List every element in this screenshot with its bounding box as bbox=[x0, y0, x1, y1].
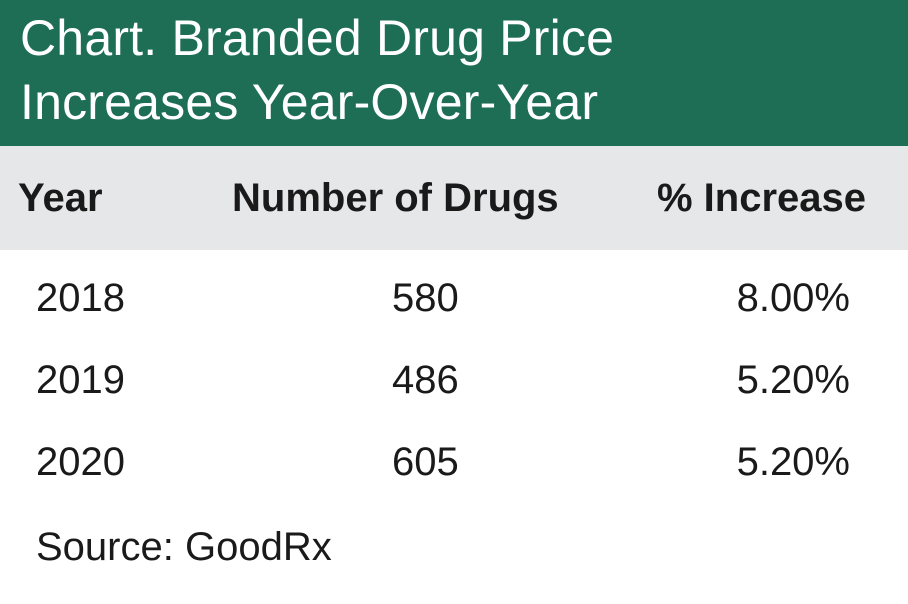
cell-number-of-drugs: 580 bbox=[392, 276, 459, 320]
cell-number-of-drugs: 486 bbox=[392, 358, 459, 402]
cell-year: 2018 bbox=[36, 276, 125, 320]
column-header-percent-increase: % Increase bbox=[656, 176, 866, 220]
table-row: 2019 486 5.20% bbox=[0, 339, 908, 421]
table-row: 2018 580 8.00% bbox=[0, 257, 908, 339]
table-row: 2020 605 5.20% bbox=[0, 421, 908, 503]
title-banner: Chart. Branded Drug Price Increases Year… bbox=[0, 0, 908, 146]
cell-year: 2020 bbox=[36, 440, 125, 484]
cell-year: 2019 bbox=[36, 358, 125, 402]
cell-percent-increase: 5.20% bbox=[736, 358, 850, 402]
source-note: Source: GoodRx bbox=[36, 525, 332, 569]
chart-title-line-2: Increases Year-Over-Year bbox=[20, 74, 599, 130]
cell-number-of-drugs: 605 bbox=[392, 440, 459, 484]
chart-title-line-1: Chart. Branded Drug Price bbox=[20, 10, 615, 66]
table-header-row: Year Number of Drugs % Increase bbox=[0, 146, 908, 250]
column-header-year: Year bbox=[18, 176, 103, 220]
cell-percent-increase: 5.20% bbox=[736, 440, 850, 484]
cell-percent-increase: 8.00% bbox=[736, 276, 850, 320]
column-header-number-of-drugs: Number of Drugs bbox=[232, 176, 559, 220]
